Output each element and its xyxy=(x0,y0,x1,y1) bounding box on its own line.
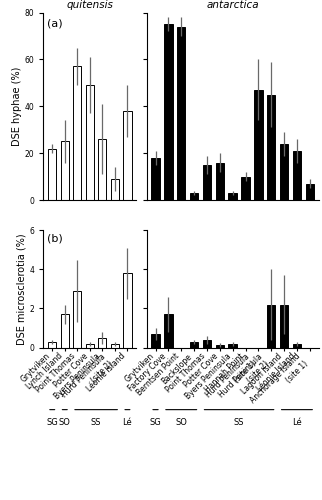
Bar xyxy=(123,273,131,347)
Bar xyxy=(86,344,94,347)
Bar xyxy=(241,176,250,200)
Title: Deschampsia
antarctica: Deschampsia antarctica xyxy=(198,0,268,10)
Bar xyxy=(280,144,288,200)
Text: SS: SS xyxy=(91,418,101,427)
Text: (a): (a) xyxy=(47,18,63,28)
Text: SO: SO xyxy=(175,418,187,427)
Bar xyxy=(48,148,56,200)
Y-axis label: DSE microsclerotia (%): DSE microsclerotia (%) xyxy=(17,233,27,344)
Bar xyxy=(164,24,173,200)
Bar xyxy=(111,179,119,200)
Bar xyxy=(216,344,224,348)
Text: (b): (b) xyxy=(47,234,63,244)
Bar xyxy=(73,291,81,348)
Text: SG: SG xyxy=(150,418,161,427)
Bar xyxy=(111,344,119,347)
Bar xyxy=(229,193,237,200)
Text: SS: SS xyxy=(234,418,244,427)
Text: SG: SG xyxy=(46,418,58,427)
Bar xyxy=(151,158,160,200)
Bar xyxy=(73,66,81,200)
Bar xyxy=(190,193,198,200)
Bar xyxy=(203,165,211,200)
Bar xyxy=(98,139,107,200)
Bar xyxy=(98,338,107,347)
Text: Lé: Lé xyxy=(292,418,302,427)
Bar xyxy=(61,314,69,348)
Bar xyxy=(280,304,288,348)
Bar xyxy=(164,314,173,348)
Bar xyxy=(86,85,94,200)
Bar xyxy=(48,342,56,347)
Bar xyxy=(123,111,131,200)
Title: Colobanthus
quitensis: Colobanthus quitensis xyxy=(57,0,122,10)
Bar xyxy=(229,344,237,347)
Bar xyxy=(306,184,314,200)
Bar xyxy=(216,162,224,200)
Bar xyxy=(203,340,211,347)
Bar xyxy=(254,90,262,200)
Bar xyxy=(190,342,198,347)
Bar xyxy=(151,334,160,347)
Y-axis label: DSE hyphae (%): DSE hyphae (%) xyxy=(12,66,22,146)
Text: Lé: Lé xyxy=(123,418,132,427)
Bar xyxy=(267,304,275,348)
Bar xyxy=(293,344,301,347)
Text: SO: SO xyxy=(59,418,71,427)
Bar xyxy=(293,151,301,200)
Bar xyxy=(267,94,275,200)
Bar xyxy=(177,26,185,200)
Bar xyxy=(61,142,69,200)
